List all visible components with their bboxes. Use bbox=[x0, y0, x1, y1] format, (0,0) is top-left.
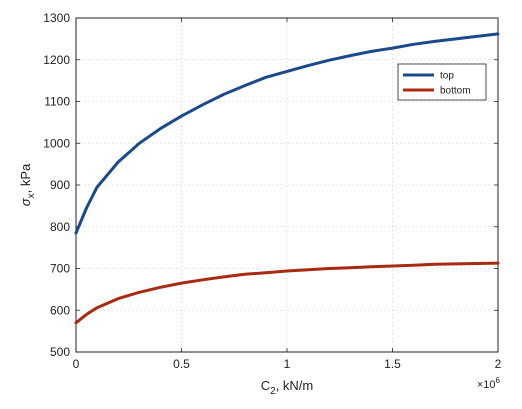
y-tick-label: 900 bbox=[50, 178, 70, 192]
y-tick-label: 500 bbox=[50, 345, 70, 359]
y-axis-label: σx, kPa bbox=[18, 163, 37, 206]
y-tick-label: 1300 bbox=[43, 11, 70, 25]
x-axis-exponent: ×106 bbox=[477, 376, 501, 391]
x-axis-label-rest: , kN/m bbox=[276, 378, 314, 393]
y-tick-label: 1000 bbox=[43, 136, 70, 150]
series-line-top bbox=[74, 32, 500, 235]
x-tick-label: 0 bbox=[73, 357, 80, 371]
y-axis-label-base: σ bbox=[18, 197, 33, 206]
legend: top bottom bbox=[397, 63, 487, 101]
x-tick-label: 1.5 bbox=[384, 357, 401, 371]
x-axis-label: C2, kN/m bbox=[261, 378, 314, 397]
series-line-bottom bbox=[74, 261, 500, 325]
y-tick-label: 1200 bbox=[43, 53, 70, 67]
x-tick-label: 2 bbox=[495, 357, 502, 371]
y-tick-label: 700 bbox=[50, 262, 70, 276]
y-tick-label: 1100 bbox=[44, 95, 70, 109]
y-axis-label-rest: , kPa bbox=[18, 163, 33, 193]
y-tick-label: 800 bbox=[50, 220, 70, 234]
x-tick-label: 1 bbox=[284, 357, 291, 371]
x-axis-exponent-power: 6 bbox=[496, 376, 501, 385]
series-lines bbox=[74, 32, 500, 325]
axis-ticks: 0 0.5 1 1.5 2 500 600 700 800 900 1000 1100 1200 1300 bbox=[43, 11, 501, 371]
legend-label-bottom: bottom bbox=[440, 86, 471, 97]
y-axis-label-subscript: x bbox=[26, 193, 37, 198]
x-axis-label-subscript: 2 bbox=[270, 386, 276, 397]
x-axis-exponent-base: ×10 bbox=[477, 379, 496, 391]
x-tick-label: 0.5 bbox=[173, 357, 190, 371]
legend-box bbox=[397, 63, 487, 101]
x-axis-label-base: C bbox=[261, 378, 270, 393]
y-tick-label: 600 bbox=[50, 303, 70, 317]
legend-label-top: top bbox=[440, 71, 454, 82]
